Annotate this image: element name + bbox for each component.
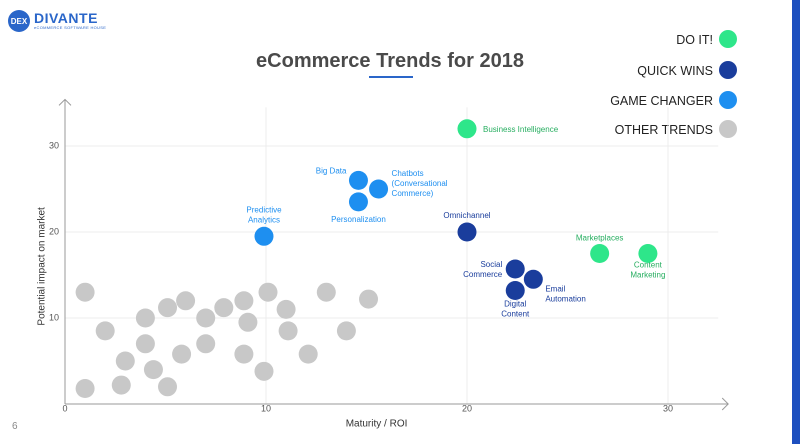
point-email-automation [523,269,543,289]
label-content-marketing: Content Marketing [630,261,665,280]
y-tick-label: 30 [49,140,59,150]
x-tick-label: 20 [462,403,472,413]
point-other-trend [196,334,216,354]
label-personalization: Personalization [331,215,386,224]
legend-item-quick-wins: QUICK WINS [600,61,745,81]
x-tick-label: 0 [62,403,67,413]
point-omnichannel [457,222,477,242]
x-axis-arrow [721,397,729,411]
point-predictive-analytics [254,226,274,246]
point-other-trend [75,282,95,302]
point-other-trend [336,321,356,341]
point-other-trend [316,282,336,302]
point-digital-content [505,280,525,300]
point-other-trend [158,377,178,397]
legend-label: DO IT! [676,33,713,47]
label-business-intelligence: Business Intelligence [483,125,559,134]
legend-dot [719,91,737,109]
point-social-commerce [505,259,525,279]
y-tick-label: 10 [49,312,59,322]
legend-label: GAME CHANGER [610,94,713,108]
brand-name: DIVANTE [34,10,98,26]
legend-dot [719,61,737,79]
legend-item-game-changer: GAME CHANGER [600,91,745,111]
y-tick-label: 20 [49,226,59,236]
label-marketplaces: Marketplaces [576,234,624,243]
point-personalization [348,192,368,212]
point-other-trend [298,344,318,364]
x-tick-label: 30 [663,403,673,413]
point-other-trend [258,282,278,302]
brand-tagline: eCOMMERCE SOFTWARE HOUSE [34,25,107,30]
page-number: 6 [12,421,18,432]
point-other-trend [95,321,115,341]
x-axis-label: Maturity / ROI [346,419,408,430]
point-other-trend [135,334,155,354]
label-chatbots-conversational-commerce: Chatbots (Conversational Commerce) [392,169,448,198]
point-other-trend [158,298,178,318]
point-other-trend [234,344,254,364]
point-other-trend [143,360,163,380]
label-digital-content: Digital Content [501,299,530,318]
legend-label: QUICK WINS [637,64,713,78]
point-other-trend [176,291,196,311]
legend-dot [719,120,737,138]
point-other-trend [238,312,258,332]
point-other-trend [214,298,234,318]
point-other-trend [115,351,135,371]
y-axis-arrow [58,98,72,106]
brand-logo: DEX DIVANTE eCOMMERCE SOFTWARE HOUSE [8,10,106,32]
label-social-commerce: Social Commerce [463,260,503,279]
point-chatbots-conversational-commerce [369,179,389,199]
point-other-trend [254,361,274,381]
scatter-chart: 0 10 20 30 10 20 30 Maturity / ROI Potential imp… [37,98,729,430]
point-other-trend [276,299,296,319]
point-other-trend [359,289,379,309]
label-omnichannel: Omnichannel [443,211,490,220]
chart-title: eCommerce Trends for 2018 [256,50,524,72]
point-other-trend [278,321,298,341]
point-big-data [348,170,368,190]
point-content-marketing [638,244,658,263]
accent-bar [792,0,800,444]
title-underline [369,76,413,78]
label-email-automation: Email Automation [545,284,585,303]
point-other-trend [111,375,131,395]
point-marketplaces [590,244,610,263]
logo-icon: DEX [8,10,30,32]
legend-item-other-trends: OTHER TRENDS [600,120,745,140]
x-tick-label: 10 [261,403,271,413]
point-business-intelligence [457,119,477,139]
point-other-trend [75,379,95,399]
point-other-trend [196,308,216,328]
label-big-data: Big Data [316,166,347,175]
y-axis-label: Potential impact on market [37,207,48,326]
legend-item-do-it: DO IT! [600,30,745,50]
legend-dot [719,30,737,48]
point-other-trend [135,308,155,328]
label-predictive-analytics: Predictive Analytics [246,205,282,224]
point-other-trend [172,344,192,364]
point-other-trend [234,291,254,311]
legend-label: OTHER TRENDS [614,123,713,137]
